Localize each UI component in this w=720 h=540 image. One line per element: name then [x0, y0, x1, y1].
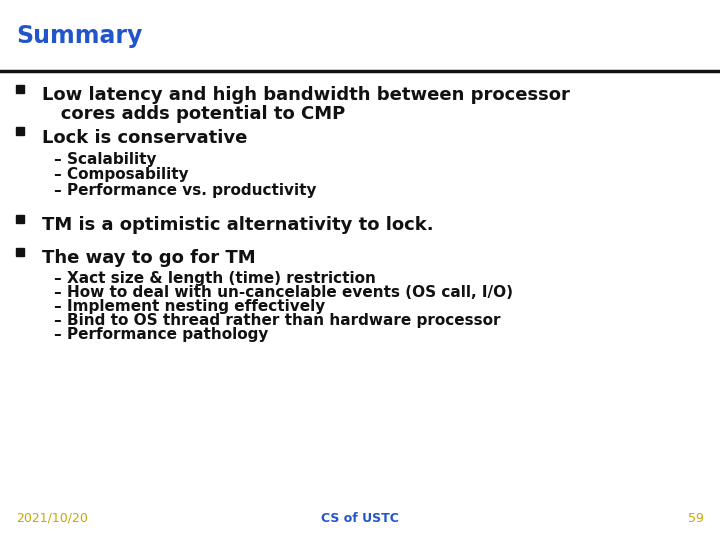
Text: Lock is conservative: Lock is conservative — [42, 129, 247, 146]
Text: cores adds potential to CMP: cores adds potential to CMP — [42, 105, 345, 123]
Text: TM is a optimistic alternativity to lock.: TM is a optimistic alternativity to lock… — [42, 216, 433, 234]
Text: CS of USTC: CS of USTC — [321, 512, 399, 525]
Text: – Composability: – Composability — [54, 167, 189, 183]
Text: – How to deal with un-cancelable events (OS call, I/O): – How to deal with un-cancelable events … — [54, 285, 513, 300]
Text: Summary: Summary — [16, 24, 143, 48]
Text: – Performance pathology: – Performance pathology — [54, 327, 269, 342]
Text: – Performance vs. productivity: – Performance vs. productivity — [54, 183, 317, 198]
Text: 59: 59 — [688, 512, 704, 525]
Bar — [16, 85, 24, 93]
Bar — [16, 215, 24, 222]
Text: The way to go for TM: The way to go for TM — [42, 249, 256, 267]
Text: Low latency and high bandwidth between processor: Low latency and high bandwidth between p… — [42, 86, 570, 104]
Text: 2021/10/20: 2021/10/20 — [16, 512, 88, 525]
Text: – Xact size & length (time) restriction: – Xact size & length (time) restriction — [54, 271, 376, 286]
Bar — [16, 127, 24, 135]
Text: – Implement nesting effectively: – Implement nesting effectively — [54, 299, 325, 314]
Text: – Bind to OS thread rather than hardware processor: – Bind to OS thread rather than hardware… — [54, 313, 500, 328]
Text: – Scalability: – Scalability — [54, 152, 156, 167]
Bar — [16, 248, 24, 256]
